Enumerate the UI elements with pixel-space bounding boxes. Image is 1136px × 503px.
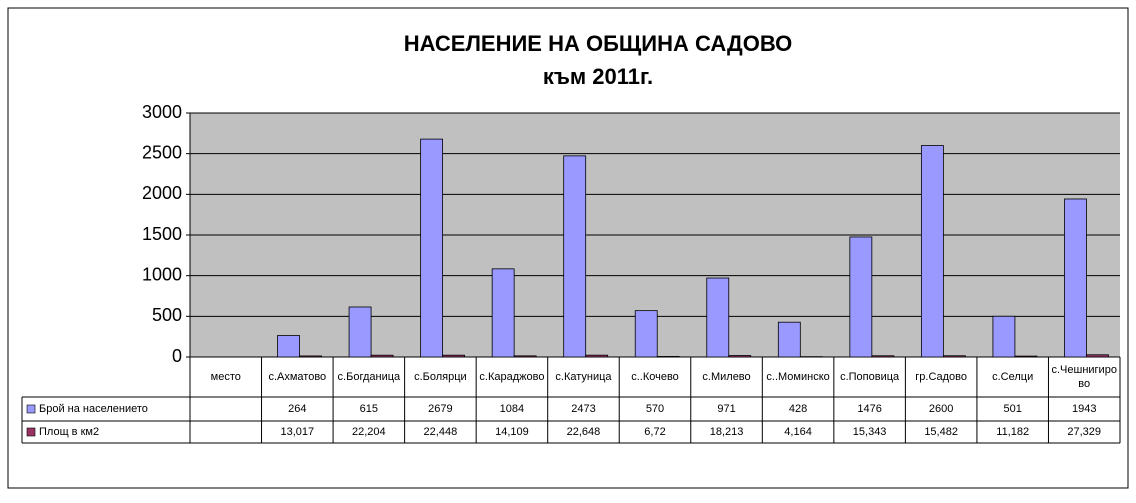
table-value: 615 xyxy=(360,403,378,415)
bar xyxy=(563,155,587,358)
bar xyxy=(585,354,609,358)
bar xyxy=(1014,355,1038,358)
table-value: 2679 xyxy=(428,403,452,415)
table-value: 1084 xyxy=(500,403,524,415)
table-value: 570 xyxy=(646,403,664,415)
y-tick-label: 500 xyxy=(152,305,182,325)
x-tick-label: с.Чешнигиро во xyxy=(1052,364,1117,390)
bar xyxy=(849,236,873,358)
x-tick-label: с..Кочево xyxy=(631,371,679,383)
table-value: 971 xyxy=(717,403,735,415)
x-tick-label: с.Богданица xyxy=(338,371,401,383)
x-tick-label: с.Милево xyxy=(702,371,750,383)
x-tick-label: гр.Садово xyxy=(915,371,967,383)
x-tick-label: с..Моминско xyxy=(766,371,829,383)
x-tick-label: с.Болярци xyxy=(414,371,467,383)
chart-title: НАСЕЛЕНИЕ НА ОБЩИНА САДОВО xyxy=(404,31,793,56)
bar xyxy=(513,355,537,358)
bar xyxy=(942,355,966,358)
table-value: 2473 xyxy=(571,403,595,415)
table-value: 4,164 xyxy=(784,426,812,438)
table-value: 6,72 xyxy=(644,426,665,438)
table-value: 2600 xyxy=(929,403,953,415)
legend-swatch xyxy=(26,427,36,437)
bar xyxy=(871,355,895,358)
legend-label: Площ в км2 xyxy=(39,426,99,438)
y-tick-label: 1000 xyxy=(142,264,182,284)
y-tick-label: 2500 xyxy=(142,142,182,162)
bar xyxy=(370,354,394,358)
table-value: 1943 xyxy=(1072,403,1096,415)
table-value: 22,204 xyxy=(352,426,386,438)
bar xyxy=(656,356,680,358)
bar xyxy=(1064,198,1087,358)
table-value: 18,213 xyxy=(710,426,744,438)
chart-subtitle: към 2011г. xyxy=(543,64,653,89)
bar xyxy=(920,145,944,358)
bar xyxy=(442,354,466,358)
y-tick-label: 2000 xyxy=(142,183,182,203)
x-tick-label: место xyxy=(211,371,241,383)
bar xyxy=(348,306,372,358)
table-value: 27,329 xyxy=(1067,426,1101,438)
x-tick-label: с.Ахматово xyxy=(268,371,326,383)
bar xyxy=(728,355,752,358)
x-tick-label: с.Караджово xyxy=(479,371,544,383)
bar xyxy=(491,268,515,358)
bar xyxy=(1086,354,1109,358)
x-tick-label: с.Катуница xyxy=(555,371,612,383)
table-value: 13,017 xyxy=(280,426,314,438)
bar xyxy=(299,355,322,358)
legend-label: Брой на населението xyxy=(39,403,148,415)
table-value: 22,448 xyxy=(424,426,458,438)
table-value: 22,648 xyxy=(567,426,601,438)
bar xyxy=(420,138,444,358)
bar xyxy=(634,310,658,358)
bar xyxy=(277,335,300,358)
table-value: 14,109 xyxy=(495,426,529,438)
bar xyxy=(706,277,730,358)
x-tick-label: с.Селци xyxy=(992,371,1033,383)
table-value: 1476 xyxy=(857,403,881,415)
x-tick-label: с.Поповица xyxy=(840,371,900,383)
bar xyxy=(992,315,1016,358)
table-value: 15,343 xyxy=(853,426,887,438)
table-value: 264 xyxy=(288,403,306,415)
table-value: 11,182 xyxy=(996,426,1029,438)
table-value: 15,482 xyxy=(924,426,958,438)
table-value: 428 xyxy=(789,403,807,415)
bar xyxy=(777,321,801,358)
legend-swatch xyxy=(26,404,36,414)
y-tick-label: 1500 xyxy=(142,224,182,244)
table-value: 501 xyxy=(1004,403,1022,415)
y-tick-label: 3000 xyxy=(142,102,182,122)
y-tick-label: 0 xyxy=(172,346,182,366)
